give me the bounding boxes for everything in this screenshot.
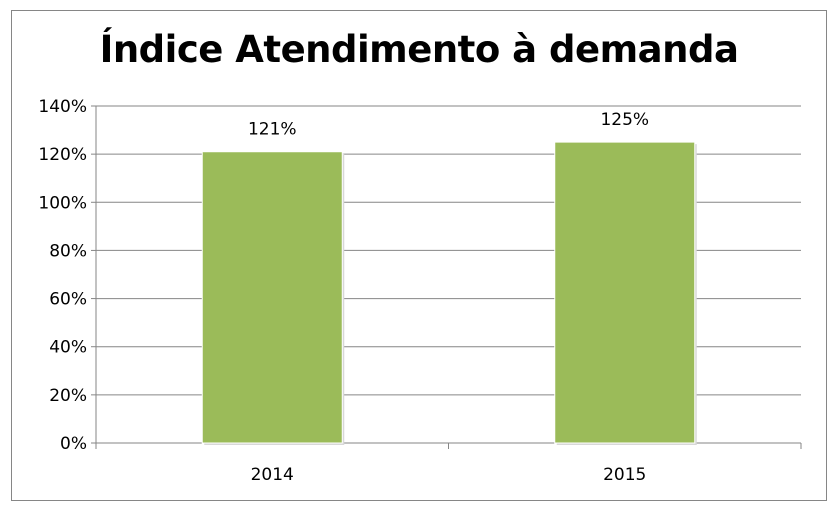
y-tick-label: 140% — [38, 97, 87, 117]
y-tick-label: 100% — [38, 193, 87, 213]
y-tick-label: 20% — [49, 386, 87, 406]
bar-2015 — [554, 141, 696, 444]
data-label: 121% — [248, 120, 297, 140]
x-tick-label: 2014 — [251, 465, 294, 485]
data-label: 125% — [600, 110, 649, 130]
bar-2014 — [201, 151, 343, 444]
x-tick-label: 2015 — [603, 465, 646, 485]
y-tick-label: 0% — [60, 434, 87, 454]
chart-title: Índice Atendimento à demanda — [99, 28, 739, 71]
y-tick-label: 60% — [49, 290, 87, 310]
y-tick-label: 80% — [49, 241, 87, 261]
y-tick-label: 120% — [38, 145, 87, 165]
y-tick-label: 40% — [49, 338, 87, 358]
